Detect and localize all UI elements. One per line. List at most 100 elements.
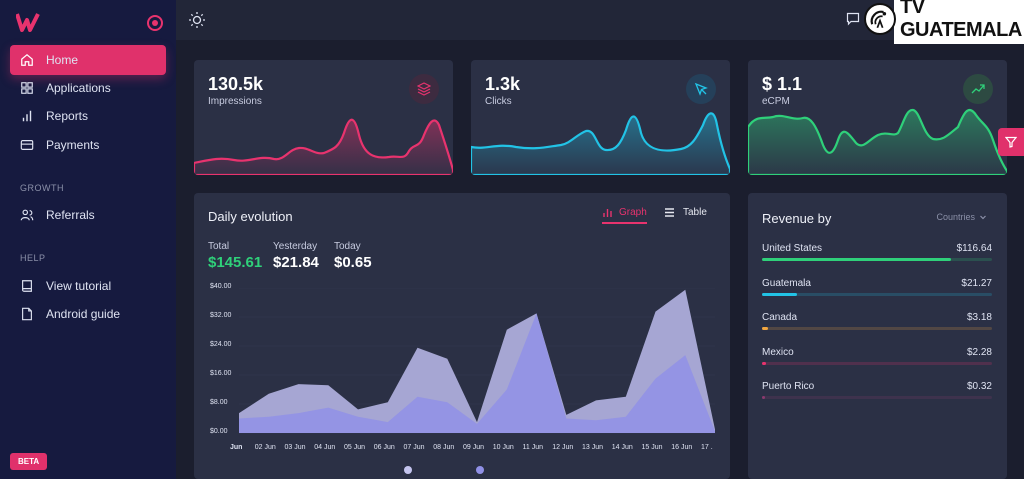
sidebar-item-label: Referrals: [46, 208, 95, 222]
sidebar-item-label: Payments: [46, 138, 100, 152]
x-tick-label: 11 Jun: [522, 444, 544, 451]
bar-chart-icon: [603, 209, 612, 217]
country-amount: $0.32: [966, 381, 992, 392]
country-name: Guatemala: [762, 277, 811, 289]
progress-fill: [762, 396, 766, 399]
stat-value: $ 1.1: [762, 74, 803, 94]
tv-guatemala-logo: TV GUATEMALA: [864, 0, 1024, 44]
sidebar-item-label: View tutorial: [46, 279, 112, 293]
book-icon: [22, 280, 32, 292]
settings-icon[interactable]: [147, 15, 163, 31]
topbar: TV GUATEMALA: [176, 0, 1024, 44]
sidebar-item-label: Applications: [46, 81, 111, 95]
sidebar-item-android-guide[interactable]: Android guide: [10, 299, 166, 329]
progress-fill: [762, 292, 797, 296]
cursor-icon: [686, 74, 716, 104]
y-tick-label: $24.00: [210, 341, 232, 348]
legend-dot[interactable]: [404, 466, 412, 474]
section-help: HELP: [20, 253, 46, 263]
table-label: Table: [683, 207, 707, 218]
trending-up-icon: [963, 74, 993, 104]
filter-button[interactable]: [998, 128, 1024, 156]
y-tick-label: $32.00: [210, 312, 232, 319]
brand-text: TV GUATEMALA: [894, 0, 1024, 44]
x-tick-label: Jun: [230, 444, 243, 451]
card-icon: [20, 140, 34, 150]
sidebar-item-payments[interactable]: Payments: [10, 130, 166, 160]
w-logo[interactable]: [16, 12, 40, 32]
table-toggle[interactable]: Table: [664, 207, 707, 218]
x-tick-label: 05 Jun: [344, 444, 366, 451]
countries-dropdown[interactable]: Countries: [936, 212, 987, 222]
x-tick-label: 08 Jun: [433, 444, 455, 451]
x-tick-label: 03 Jun: [284, 444, 306, 451]
area-series-2[interactable]: [239, 313, 715, 433]
stat-card-ecpm: $ 1.1 eCPM: [748, 60, 1007, 175]
stat-card-clicks: 1.3k Clicks: [471, 60, 730, 175]
bar-chart-icon: [22, 110, 32, 122]
countries-label: Countries: [936, 212, 975, 222]
sidebar-item-reports[interactable]: Reports: [10, 101, 166, 131]
progress-track: [762, 258, 992, 261]
progress-fill: [762, 258, 951, 261]
total-value: $145.61: [208, 254, 263, 271]
today-label: Today: [334, 241, 361, 252]
sidebar-item-applications[interactable]: Applications: [10, 73, 166, 103]
revenue-title: Revenue by: [762, 211, 832, 226]
country-amount: $21.27: [961, 277, 992, 289]
x-tick-label: 15 Jun: [641, 444, 663, 451]
layers-icon: [409, 74, 439, 104]
impressions-sparkline: [194, 118, 453, 175]
list-icon: [665, 208, 674, 217]
x-tick-label: 17 .: [701, 444, 713, 451]
x-tick-label: 13 Jun: [582, 444, 604, 451]
revenue-card: Revenue by Countries United States $116.6…: [748, 193, 1007, 479]
progress-fill: [762, 361, 767, 365]
country-amount: $2.28: [966, 346, 992, 358]
x-tick-label: 02 Jun: [254, 444, 276, 451]
country-name: Mexico: [762, 346, 794, 358]
chat-icon[interactable]: [846, 12, 860, 26]
country-name: United States: [762, 243, 823, 254]
progress-track: [762, 292, 992, 296]
clicks-sparkline: [471, 112, 730, 175]
sidebar-item-home[interactable]: Home: [10, 45, 166, 75]
home-icon: [21, 53, 33, 66]
y-tick-label: $0.00: [210, 428, 228, 435]
x-tick-label: 12 Jun: [552, 444, 574, 451]
daily-evolution-card: Daily evolution Graph Table Total $145.6…: [194, 193, 730, 479]
beta-badge: BETA: [10, 453, 48, 470]
progress-track: [762, 396, 992, 399]
legend-dot[interactable]: [476, 466, 484, 474]
total-label: Total: [208, 241, 230, 252]
x-tick-label: 09 Jun: [463, 444, 485, 451]
graph-toggle[interactable]: Graph: [602, 207, 647, 224]
stat-card-impressions: 130.5k Impressions: [194, 60, 453, 175]
sun-icon[interactable]: [188, 11, 206, 29]
stat-value: 1.3k: [485, 74, 521, 94]
x-tick-label: 16 Jun: [671, 444, 693, 451]
progress-track: [762, 327, 992, 330]
sidebar: Home Applications Reports Payments GROWT…: [0, 0, 176, 479]
file-icon: [22, 307, 32, 321]
satellite-dish-icon: [864, 3, 896, 35]
x-tick-label: 06 Jun: [373, 444, 395, 451]
today-value: $0.65: [334, 254, 372, 271]
sidebar-item-referrals[interactable]: Referrals: [10, 200, 166, 230]
daily-title: Daily evolution: [208, 209, 293, 224]
country-amount: $116.64: [956, 243, 992, 254]
sidebar-item-label: Reports: [46, 109, 89, 123]
chevron-down-icon: [980, 215, 986, 220]
country-amount: $3.18: [966, 312, 992, 323]
stat-label: Impressions: [208, 96, 262, 107]
sidebar-item-label: Home: [46, 53, 79, 67]
users-icon: [20, 209, 34, 221]
x-tick-label: 04 Jun: [314, 444, 336, 451]
yesterday-value: $21.84: [273, 254, 319, 271]
stat-label: Clicks: [485, 96, 512, 107]
x-tick-label: 14 Jun: [611, 444, 633, 451]
grid-icon: [21, 82, 33, 94]
x-tick-label: 07 Jun: [403, 444, 425, 451]
sidebar-item-view-tutorial[interactable]: View tutorial: [10, 271, 166, 301]
